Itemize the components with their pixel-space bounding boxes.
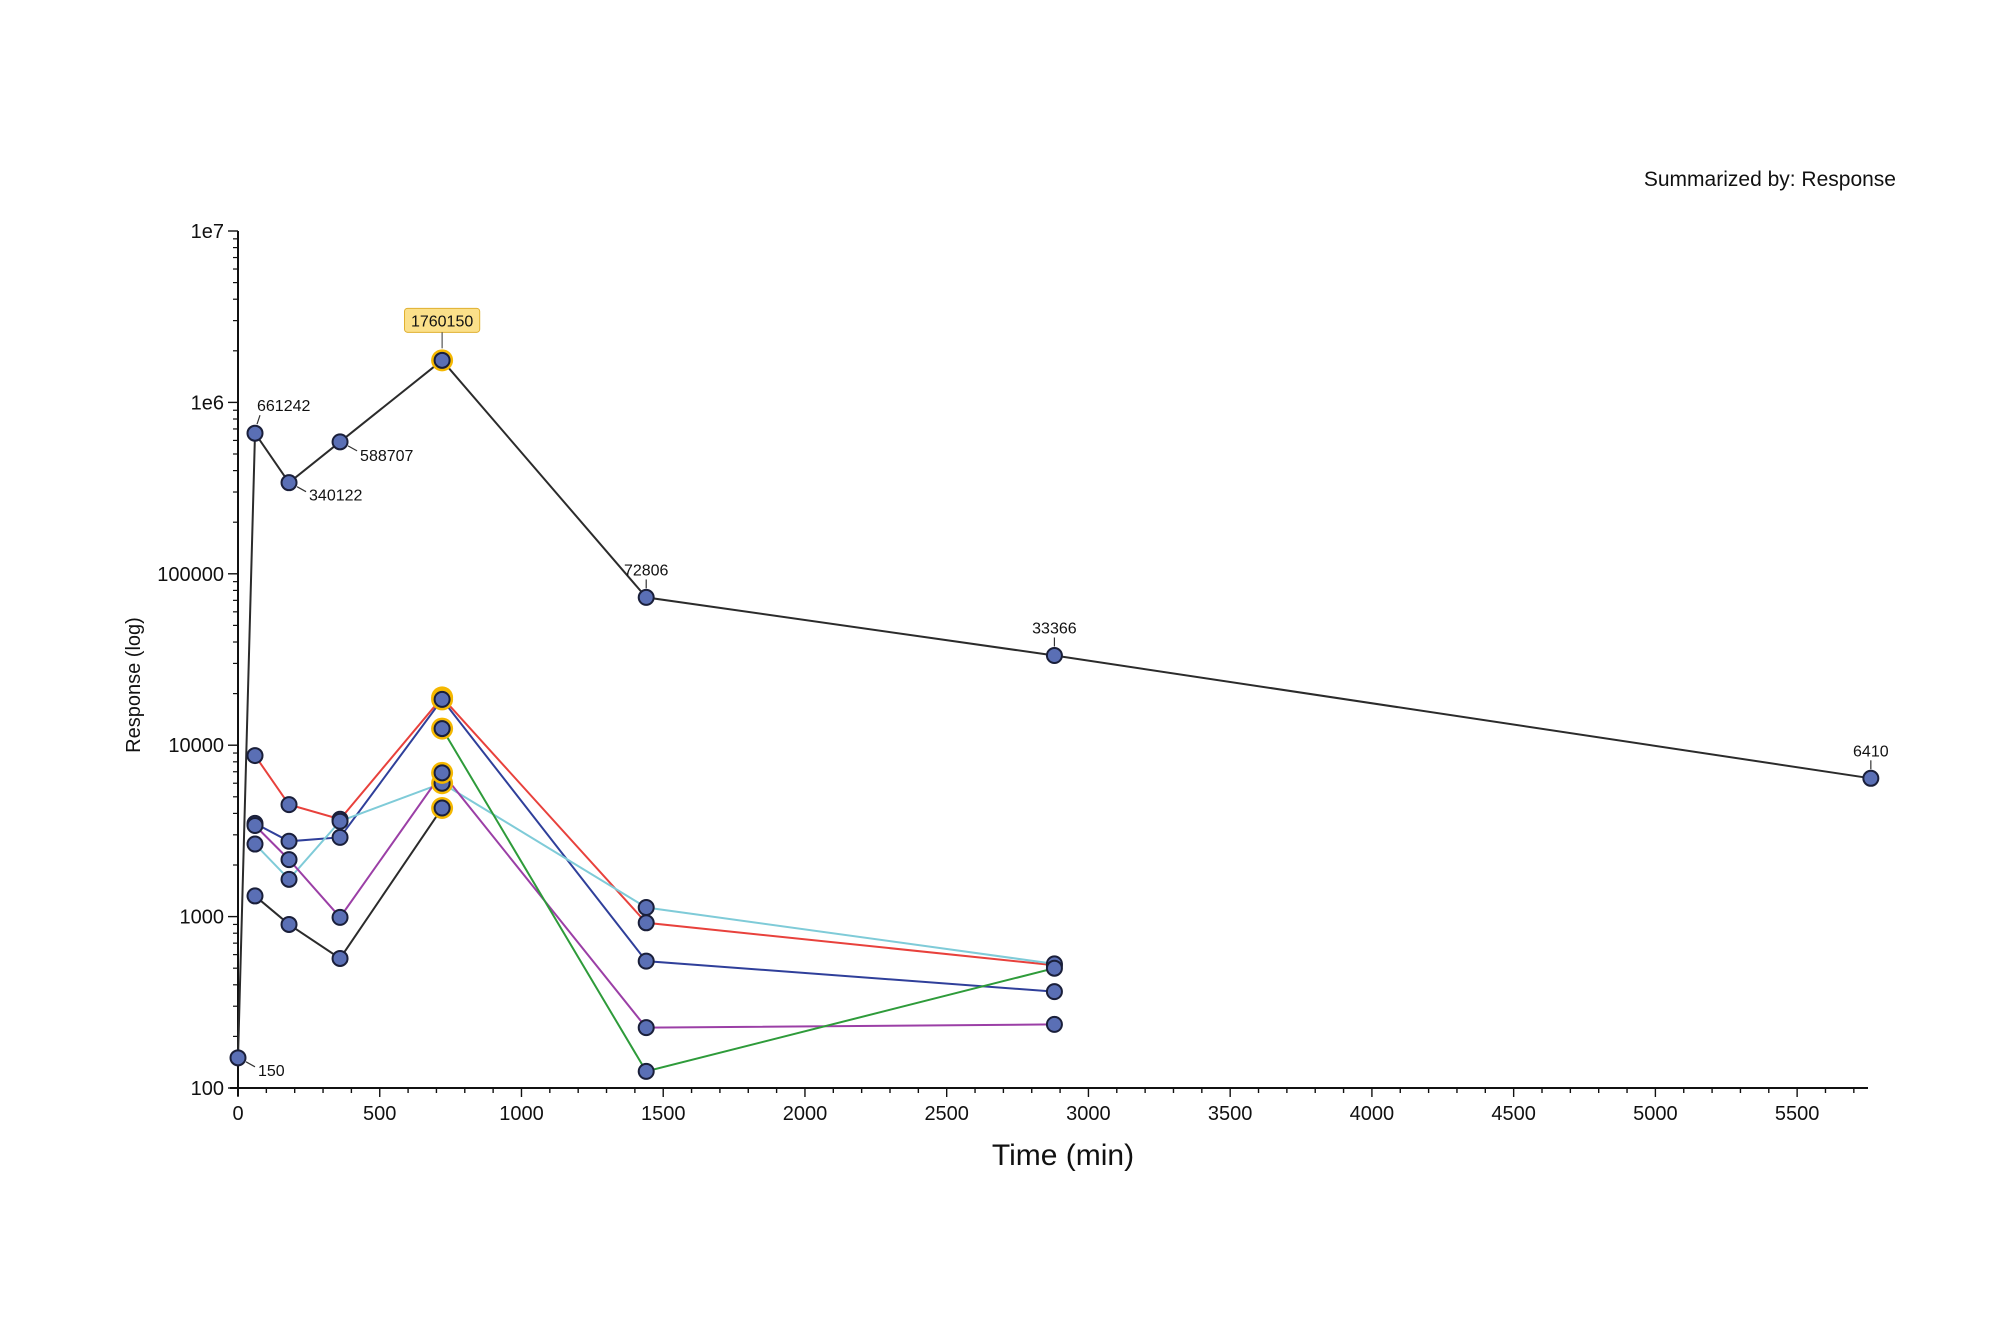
data-point xyxy=(1045,983,1063,1001)
data-label: 340122 xyxy=(309,488,362,505)
x-tick-label: 0 xyxy=(232,1103,243,1125)
data-point xyxy=(637,1062,655,1080)
series-line-5 xyxy=(254,771,1055,1029)
series-line-6 xyxy=(441,728,1055,1073)
summarized-by-label: Summarized by: Response xyxy=(1643,168,1896,191)
data-point xyxy=(637,588,655,606)
data-label: 150 xyxy=(258,1063,285,1080)
series-line-7 xyxy=(254,807,443,960)
data-point xyxy=(246,424,264,442)
data-point xyxy=(280,796,298,814)
x-tick-label: 3000 xyxy=(1066,1103,1111,1125)
series-line-2 xyxy=(254,695,1055,967)
data-label: 33366 xyxy=(1032,621,1077,638)
data-label: 72806 xyxy=(624,562,669,579)
data-point xyxy=(637,914,655,932)
x-tick-label: 500 xyxy=(363,1103,396,1125)
data-point xyxy=(246,835,264,853)
axes: 0 500 1000 1500 2000 2500 3000 3500 4000 4500 5000… xyxy=(157,221,1868,1125)
label-leader xyxy=(256,415,261,425)
data-point xyxy=(331,812,349,830)
series-line-4 xyxy=(254,782,1055,965)
data-point xyxy=(280,851,298,869)
x-tick-label: 3500 xyxy=(1208,1103,1253,1125)
x-tick-label: 5500 xyxy=(1775,1103,1820,1125)
x-tick-label: 2000 xyxy=(783,1103,828,1125)
data-point xyxy=(280,870,298,888)
x-tick-label: 1000 xyxy=(499,1103,544,1125)
y-tick-label: 1e7 xyxy=(191,221,224,243)
data-point xyxy=(280,474,298,492)
data-point xyxy=(1045,959,1063,977)
y-tick-label: 10000 xyxy=(168,735,224,757)
y-axis-title: Response (log) xyxy=(123,617,145,753)
data-label: 588707 xyxy=(360,448,413,465)
data-point xyxy=(1045,1015,1063,1033)
data-point xyxy=(433,690,451,708)
data-point xyxy=(637,1019,655,1037)
data-point xyxy=(229,1049,247,1067)
data-point xyxy=(246,817,264,835)
data-label: 661242 xyxy=(257,398,310,415)
y-tick-label: 100 xyxy=(191,1078,224,1100)
data-point xyxy=(246,887,264,905)
x-tick-label: 5000 xyxy=(1633,1103,1678,1125)
data-point xyxy=(1045,647,1063,665)
data-point xyxy=(280,915,298,933)
data-point xyxy=(331,908,349,926)
x-tick-label: 4500 xyxy=(1491,1103,1536,1125)
data-point xyxy=(331,828,349,846)
data-point xyxy=(433,799,451,817)
y-tick-label: 100000 xyxy=(157,564,224,586)
data-point xyxy=(433,720,451,738)
data-point xyxy=(331,433,349,451)
data-point xyxy=(1862,769,1880,787)
data-labels: 150 661242 340122 588707 1760150 72806 33366 64… xyxy=(245,307,1889,1080)
label-leader xyxy=(245,1061,256,1068)
data-label: 1760150 xyxy=(411,313,473,330)
data-point xyxy=(637,899,655,917)
y-tick-label: 1e6 xyxy=(191,392,224,414)
data-point xyxy=(331,949,349,967)
data-label: 6410 xyxy=(1853,743,1889,760)
x-tick-label: 4000 xyxy=(1350,1103,1395,1125)
label-leader xyxy=(296,486,307,493)
data-point xyxy=(246,747,264,765)
series-points xyxy=(229,349,1880,1080)
data-point xyxy=(433,351,451,369)
x-axis-title: Time (min) xyxy=(992,1139,1134,1172)
data-point xyxy=(637,952,655,970)
x-tick-label: 2500 xyxy=(924,1103,969,1125)
y-tick-label: 1000 xyxy=(180,907,225,929)
series-line-1 xyxy=(237,358,1871,1058)
data-point xyxy=(433,764,451,782)
x-tick-label: 1500 xyxy=(641,1103,686,1125)
data-point xyxy=(280,832,298,850)
label-leader xyxy=(347,445,358,452)
